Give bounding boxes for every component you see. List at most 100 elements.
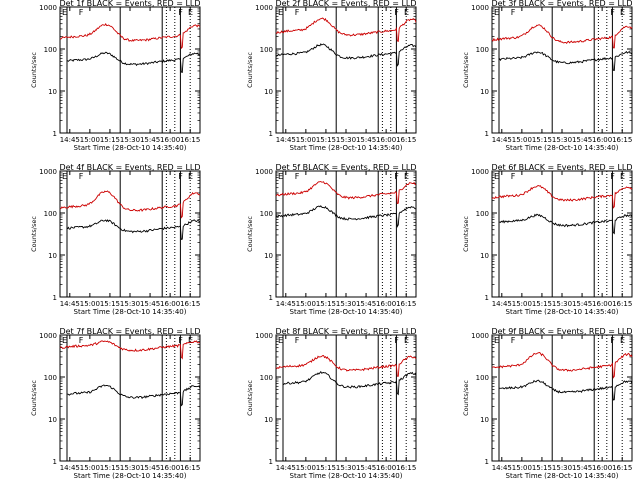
panel-6: Det 6f BLACK = Events, RED = LLD 1 10 100 10… xyxy=(462,163,633,316)
interval-flag: E xyxy=(188,172,193,181)
series-line-events xyxy=(499,213,633,235)
x-tick-label: 16:00 xyxy=(592,300,612,308)
panel-9: Det 9f BLACK = Events, RED = LLD 1 10 100 10… xyxy=(462,327,633,480)
interval-flag: F xyxy=(178,8,183,17)
x-tick-label: 15:00 xyxy=(512,136,532,144)
panel-title: Det 9f BLACK = Events, RED = LLD xyxy=(491,327,632,336)
series-line-lld xyxy=(492,352,633,379)
interval-flag: E xyxy=(620,8,625,17)
y-tick-label: 1 xyxy=(53,130,57,138)
x-tick-label: 16:15 xyxy=(612,300,632,308)
x-tick-label: 16:00 xyxy=(160,136,180,144)
y-axis-label: Counts/sec xyxy=(246,52,254,88)
interval-flag: F xyxy=(511,8,516,17)
interval-flag: F xyxy=(610,8,615,17)
series-line-lld xyxy=(59,23,201,50)
panel-3: Det 3f BLACK = Events, RED = LLD 1 10 100 10… xyxy=(462,0,633,152)
y-tick-label: 10 xyxy=(48,88,57,96)
y-tick-label: 100 xyxy=(476,210,489,218)
y-tick-label: 1000 xyxy=(255,4,273,12)
series-line-events xyxy=(275,205,417,228)
y-tick-label: 1 xyxy=(269,458,273,466)
y-tick-label: 10 xyxy=(480,252,489,260)
plot-frame xyxy=(275,170,417,298)
y-tick-label: 10 xyxy=(264,416,273,424)
y-tick-label: 1000 xyxy=(471,332,489,340)
interval-flag: E xyxy=(404,336,409,345)
interval-flag: F xyxy=(295,336,300,345)
x-tick-label: 15:00 xyxy=(512,464,532,472)
x-tick-label: 16:00 xyxy=(592,464,612,472)
interval-flag: F xyxy=(79,172,84,181)
x-tick-label: 15:00 xyxy=(80,300,100,308)
y-tick-label: 1000 xyxy=(471,168,489,176)
interval-flag: E xyxy=(404,8,409,17)
x-tick-label: 16:00 xyxy=(376,464,396,472)
x-tick-label: 15:30 xyxy=(552,464,572,472)
x-tick-label: 16:15 xyxy=(612,136,632,144)
interval-flag: E xyxy=(188,8,193,17)
y-axis-label: Counts/sec xyxy=(30,216,38,252)
x-tick-label: 15:45 xyxy=(140,464,160,472)
y-tick-label: 10 xyxy=(48,416,57,424)
x-tick-label: 15:45 xyxy=(356,300,376,308)
panel-4: Det 4f BLACK = Events, RED = LLD 1 10 100 10… xyxy=(30,163,201,316)
x-tick-label: 16:15 xyxy=(180,136,200,144)
y-tick-label: 10 xyxy=(480,88,489,96)
interval-flag: F xyxy=(295,8,300,17)
plot-frame xyxy=(275,6,417,134)
interval-flag: F xyxy=(295,172,300,181)
x-axis-label: Start Time (28-Oct-10 14:35:40) xyxy=(506,308,619,316)
x-tick-label: 16:15 xyxy=(396,136,416,144)
panel-title: Det 3f BLACK = Events, RED = LLD xyxy=(491,0,632,8)
x-tick-label: 15:30 xyxy=(120,464,140,472)
series-line-events xyxy=(499,379,633,401)
interval-flag: E xyxy=(188,336,193,345)
x-tick-label: 14:45 xyxy=(276,300,296,308)
interval-flag: E xyxy=(404,172,409,181)
x-tick-label: 14:45 xyxy=(492,464,512,472)
x-tick-label: 15:00 xyxy=(296,464,316,472)
y-tick-label: 100 xyxy=(44,210,57,218)
x-tick-label: 15:15 xyxy=(532,136,552,144)
x-tick-label: 14:45 xyxy=(60,464,80,472)
x-tick-label: 15:00 xyxy=(512,300,532,308)
interval-flag: F xyxy=(178,172,183,181)
panel-title: Det 7f BLACK = Events, RED = LLD xyxy=(59,327,200,336)
y-tick-label: 1 xyxy=(53,294,57,302)
x-tick-label: 15:15 xyxy=(100,300,120,308)
x-tick-label: 15:30 xyxy=(552,300,572,308)
interval-flag: E xyxy=(62,8,67,17)
plot-frame xyxy=(491,6,633,134)
x-tick-label: 14:45 xyxy=(492,136,512,144)
series-line-lld xyxy=(275,355,417,377)
y-tick-label: 100 xyxy=(260,210,273,218)
series-line-events xyxy=(283,370,417,396)
x-tick-label: 15:15 xyxy=(100,464,120,472)
x-tick-label: 14:45 xyxy=(60,136,80,144)
x-axis-label: Start Time (28-Oct-10 14:35:40) xyxy=(290,472,403,480)
interval-flag: E xyxy=(62,336,67,345)
y-tick-label: 1 xyxy=(53,458,57,466)
x-axis-label: Start Time (28-Oct-10 14:35:40) xyxy=(290,308,403,316)
interval-flag: E xyxy=(620,336,625,345)
interval-flag: E xyxy=(278,8,283,17)
x-tick-label: 15:30 xyxy=(120,136,140,144)
y-tick-label: 100 xyxy=(476,374,489,382)
x-tick-label: 15:15 xyxy=(532,464,552,472)
series-line-lld xyxy=(491,24,633,49)
x-tick-label: 14:45 xyxy=(60,300,80,308)
interval-flag: E xyxy=(620,172,625,181)
x-tick-label: 16:15 xyxy=(396,464,416,472)
series-line-lld xyxy=(59,190,201,219)
x-tick-label: 16:15 xyxy=(396,300,416,308)
x-tick-label: 15:30 xyxy=(336,464,356,472)
y-tick-label: 100 xyxy=(260,46,273,54)
y-tick-label: 100 xyxy=(476,46,489,54)
interval-flag: E xyxy=(494,172,499,181)
panel-7: Det 7f BLACK = Events, RED = LLD 1 10 100 10… xyxy=(30,327,201,480)
x-tick-label: 15:15 xyxy=(316,136,336,144)
series-line-lld xyxy=(275,180,417,205)
series-line-lld xyxy=(491,185,633,209)
